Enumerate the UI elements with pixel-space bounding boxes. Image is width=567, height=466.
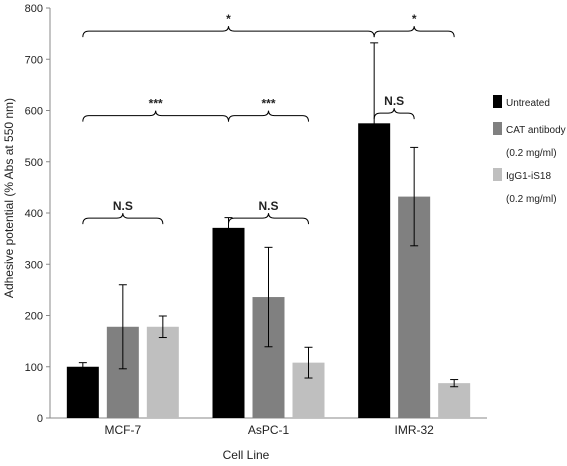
bar <box>66 366 99 418</box>
significance-bracket <box>82 110 229 122</box>
x-tick-label: MCF-7 <box>104 423 141 437</box>
y-tick-label: 100 <box>25 362 43 374</box>
significance-label: N.S <box>258 199 278 213</box>
significance-label: * <box>226 12 231 26</box>
x-axis-label: Cell Line <box>223 448 270 462</box>
significance-label: *** <box>261 97 275 111</box>
legend-label: IgG1-iS18 <box>506 171 551 182</box>
bar <box>438 383 471 418</box>
y-axis-label: Adhesive potential (% Abs at 550 nm) <box>2 98 16 298</box>
legend-label-line2: (0.2 mg/ml) <box>506 194 557 205</box>
significance-bracket <box>373 26 455 38</box>
legend-label: CAT antibody <box>506 125 566 136</box>
bars <box>66 123 471 418</box>
significance-label: * <box>412 12 417 26</box>
legend-swatch <box>493 168 502 181</box>
significance-bracket <box>228 110 309 122</box>
y-tick-label: 200 <box>25 311 43 323</box>
y-axis-ticks: 0 100 200 300 400 500 600 700 800 <box>25 3 50 425</box>
y-tick-label: 600 <box>25 106 43 118</box>
y-tick-label: 400 <box>25 208 43 220</box>
error-bars <box>78 42 459 388</box>
legend-label: Untreated <box>506 98 550 109</box>
bar <box>212 227 245 418</box>
x-axis-tick-labels: MCF-7 AsPC-1 IMR-32 <box>104 423 434 437</box>
significance-label: *** <box>149 97 163 111</box>
significance-bracket <box>82 213 164 225</box>
significance-label: N.S <box>384 94 404 108</box>
legend: Untreated CAT antibody (0.2 mg/ml) IgG1-iS1… <box>493 95 566 205</box>
significance-bracket <box>373 108 415 120</box>
significance-bracket <box>228 213 309 225</box>
y-tick-label: 300 <box>25 259 43 271</box>
y-tick-label: 700 <box>25 54 43 66</box>
bar <box>146 326 179 418</box>
x-tick-label: AsPC-1 <box>248 423 290 437</box>
legend-swatch <box>493 95 502 108</box>
x-tick-label: IMR-32 <box>394 423 434 437</box>
legend-swatch <box>493 122 502 135</box>
y-tick-label: 800 <box>25 3 43 15</box>
significance-bracket <box>82 26 375 38</box>
significance-brackets: * **** ***N.S N.SN.S <box>82 12 455 225</box>
y-tick-label: 0 <box>37 413 43 425</box>
y-tick-label: 500 <box>25 157 43 169</box>
significance-label: N.S <box>113 199 133 213</box>
legend-label-line2: (0.2 mg/ml) <box>506 148 557 159</box>
